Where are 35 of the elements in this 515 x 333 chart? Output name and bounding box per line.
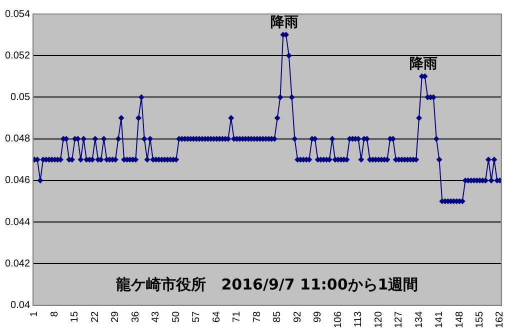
y-tick-label: 0.042 bbox=[4, 258, 30, 270]
y-tick-label: 0.048 bbox=[4, 134, 30, 145]
x-tick-label: 134 bbox=[414, 310, 425, 328]
y-tick-label: 0.044 bbox=[4, 216, 30, 228]
x-tick-label: 29 bbox=[110, 310, 122, 322]
x-tick-label: 120 bbox=[373, 310, 384, 328]
x-tick-label: 127 bbox=[394, 310, 405, 328]
x-tick-label: 57 bbox=[191, 310, 202, 322]
y-tick-label: 0.046 bbox=[4, 175, 30, 186]
x-tick-label: 78 bbox=[252, 310, 263, 322]
x-tick-label: 113 bbox=[353, 310, 364, 328]
x-tick-label: 141 bbox=[434, 310, 446, 328]
x-tick-label: 22 bbox=[90, 310, 101, 322]
y-tick-label: 0.052 bbox=[4, 50, 30, 62]
annotation: 降雨 bbox=[409, 56, 438, 72]
y-tick-label: 0.054 bbox=[4, 8, 30, 20]
y-tick-label: 0.05 bbox=[10, 92, 30, 103]
x-tick-label: 64 bbox=[211, 310, 222, 322]
annotation: 降雨 bbox=[270, 14, 299, 30]
x-tick-label: 155 bbox=[474, 310, 486, 328]
x-tick-label: 8 bbox=[49, 310, 60, 317]
x-tick-label: 92 bbox=[292, 310, 304, 322]
x-tick-label: 99 bbox=[312, 310, 324, 322]
x-tick-label: 15 bbox=[70, 310, 81, 322]
x-tick-label: 50 bbox=[170, 310, 182, 322]
x-tick-label: 1 bbox=[29, 310, 40, 317]
x-tick-label: 36 bbox=[130, 310, 142, 322]
x-tick-label: 162 bbox=[494, 310, 506, 328]
annotation: 龍ケ崎市役所 2016/9/7 11:00から1週間 bbox=[115, 276, 418, 294]
y-tick-label: 0.04 bbox=[10, 300, 30, 312]
x-tick-label: 148 bbox=[454, 310, 466, 328]
x-tick-label: 43 bbox=[150, 310, 162, 322]
x-tick-label: 71 bbox=[232, 310, 243, 322]
x-tick-label: 106 bbox=[332, 310, 344, 328]
x-tick-label: 85 bbox=[272, 310, 284, 322]
